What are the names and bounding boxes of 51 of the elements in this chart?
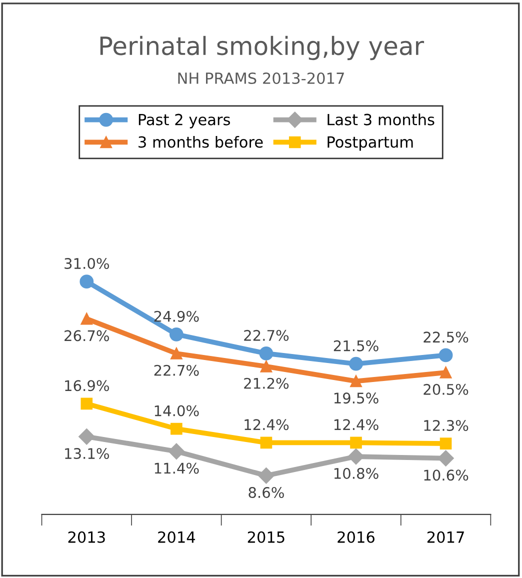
chart-title: Perinatal smoking,by year: [100, 36, 424, 60]
legend-label: Postpartum: [328, 136, 413, 151]
data-label: 11.4%: [154, 462, 199, 474]
point: [80, 398, 93, 410]
data-label: 12.3%: [424, 420, 468, 432]
data-label: 26.7%: [64, 330, 110, 342]
data-label: 12.4%: [244, 419, 289, 430]
point: [80, 274, 94, 289]
data-label: 22.7%: [244, 330, 289, 341]
point: [259, 346, 274, 360]
point: [80, 312, 93, 325]
legend-label: 3 months before: [138, 136, 263, 148]
point: [350, 436, 362, 449]
x-tick-label: 2017: [427, 531, 464, 543]
data-label: 21.2%: [244, 378, 289, 389]
point: [170, 348, 182, 360]
data-label: 10.8%: [334, 468, 378, 479]
data-label: 16.9%: [65, 380, 110, 392]
x-tick-label: 2013: [68, 531, 105, 543]
data-label: 12.4%: [334, 419, 378, 430]
data-label: 22.5%: [424, 332, 468, 343]
point: [260, 436, 272, 449]
data-label: 22.7%: [154, 364, 199, 376]
data-label: 31.0%: [64, 258, 110, 270]
x-tick-label: 2015: [248, 531, 284, 543]
point: [78, 428, 95, 445]
data-label: 20.5%: [424, 384, 468, 395]
x-tick-label: 2016: [338, 531, 374, 543]
point: [440, 366, 452, 378]
point: [438, 348, 453, 362]
point: [438, 450, 454, 466]
point: [349, 356, 363, 371]
point: [348, 448, 364, 465]
legend-label: Past 2 years: [138, 114, 230, 128]
data-label: 19.5%: [334, 392, 378, 404]
point: [260, 360, 272, 372]
point: [258, 468, 274, 484]
data-label: 13.1%: [65, 448, 110, 460]
legend-label: Last 3 months: [328, 114, 434, 126]
point: [168, 443, 184, 460]
data-label: 21.5%: [334, 340, 378, 352]
chart-subtitle: NH PRAMS 2013-2017: [178, 72, 344, 84]
point: [350, 375, 362, 388]
data-label: 10.6%: [424, 470, 468, 481]
data-label: 8.6%: [248, 486, 284, 498]
point: [169, 327, 184, 342]
point: [440, 438, 452, 450]
point: [170, 422, 182, 435]
x-tick-label: 2014: [158, 531, 196, 543]
data-label: 14.0%: [154, 405, 199, 416]
data-label: 24.9%: [154, 310, 199, 322]
